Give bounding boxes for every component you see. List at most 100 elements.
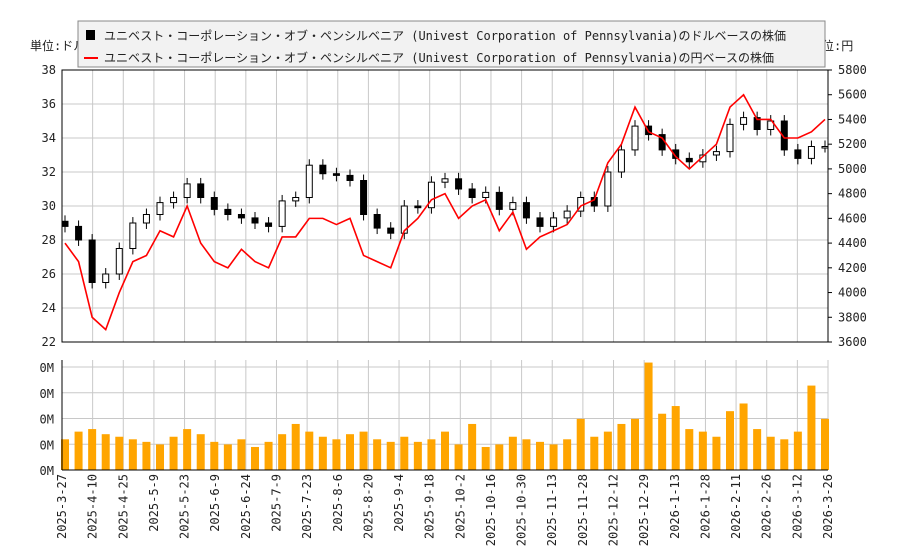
volume-bar: [318, 436, 327, 470]
left-tick-label: 24: [42, 301, 56, 315]
candle-body: [61, 220, 69, 227]
left-tick-label: 26: [42, 267, 56, 281]
volume-bar: [590, 436, 599, 470]
date-tick-label: 2025-9-18: [423, 474, 437, 539]
volume-bar: [536, 441, 544, 470]
candle-body: [142, 214, 150, 224]
volume-bar: [142, 441, 151, 470]
date-tick-label: 2025-10-16: [484, 474, 498, 546]
volume-bar: [508, 436, 517, 470]
volume-bar: [671, 406, 680, 470]
candle-body: [753, 117, 761, 130]
left-axis-labels: 38 36 34 32 30 28 26 24 22: [42, 63, 56, 349]
date-tick-label: 2026-2-11: [729, 474, 743, 539]
volume-bar: [644, 362, 653, 470]
left-tick-label: 36: [42, 97, 56, 111]
volume-bar: [753, 429, 762, 470]
candle-body: [224, 208, 232, 215]
candle-body: [726, 123, 734, 153]
date-tick-label: 2026-3-26: [821, 474, 835, 539]
candle-body: [332, 173, 340, 176]
right-tick-label: 3800: [838, 310, 867, 324]
candle-body: [604, 171, 612, 207]
right-tick-label: 4600: [838, 211, 867, 225]
volume-bar: [332, 439, 341, 470]
volume-bar: [223, 444, 232, 470]
volume-bar: [386, 441, 395, 470]
right-tick-label: 5200: [838, 137, 867, 151]
candle-body: [767, 120, 775, 130]
date-tick-label: 2026-2-26: [760, 474, 774, 539]
date-tick-label: 2025-3-27: [55, 474, 69, 539]
left-tick-label: 28: [42, 233, 56, 247]
right-tick-label: 4400: [838, 236, 867, 250]
candle-body: [197, 183, 205, 198]
candle-body: [265, 222, 273, 227]
right-tick-label: 5400: [838, 112, 867, 126]
volume-bar: [793, 431, 802, 470]
volume-bar: [821, 418, 829, 470]
volume-tick-label: 0M: [40, 387, 54, 401]
candle-body: [441, 178, 449, 183]
price-grid: [61, 69, 829, 343]
date-tick-label: 2025-7-23: [300, 474, 314, 539]
volume-bar: [413, 441, 422, 470]
volume-bar: [264, 441, 273, 470]
candle-body: [780, 120, 788, 151]
volume-bar: [101, 434, 110, 470]
volume-bar: [631, 418, 639, 470]
date-tick-label: 2026-1-13: [668, 474, 682, 539]
volume-bar: [685, 429, 694, 470]
volume-tick-label: 0M: [40, 361, 54, 375]
volume-bar: [780, 439, 789, 470]
volume-bar: [563, 439, 572, 470]
legend-jpy-label: ユニベスト・コーポレーション・オブ・ペンシルベニア (Univest Corpo…: [104, 50, 774, 65]
candle-body: [427, 181, 435, 209]
volume-bar: [522, 439, 531, 470]
candle-body: [319, 164, 327, 175]
right-tick-label: 3600: [838, 335, 867, 349]
candle-body: [292, 197, 300, 202]
candle-body: [251, 217, 259, 224]
candle-body: [821, 146, 829, 149]
candle-body: [387, 227, 395, 234]
candle-body: [482, 191, 490, 198]
candle-body: [183, 183, 191, 198]
date-tick-label: 2026-1-28: [698, 474, 712, 539]
candle-body: [414, 205, 422, 209]
date-axis-labels: 2025-3-27 2025-4-10 2025-4-25 2025-5-9 2025-…: [55, 474, 835, 546]
candle-body: [536, 217, 544, 227]
candle-body: [468, 188, 476, 198]
candle-body: [237, 214, 245, 219]
candle-body: [346, 174, 354, 181]
candle-body: [509, 202, 517, 210]
candle-body: [210, 197, 218, 210]
date-tick-label: 2025-10-30: [515, 474, 529, 546]
volume-bar: [549, 444, 558, 470]
volume-bar: [61, 439, 69, 470]
volume-bar: [346, 434, 354, 470]
volume-bar: [183, 429, 192, 470]
date-tick-label: 2025-4-10: [86, 474, 100, 539]
volume-axis-labels: 0M 0M 0M 0M 0M: [40, 361, 54, 478]
left-tick-label: 32: [42, 165, 56, 179]
volume-bar: [658, 413, 667, 470]
right-tick-label: 4200: [838, 261, 867, 275]
volume-bar: [88, 429, 97, 470]
date-tick-label: 2026-3-12: [790, 474, 804, 539]
right-axis-labels: 5800 5600 5400 5200 5000 4800 4600 4400 4200 4000…: [828, 63, 867, 349]
candle-body: [400, 205, 408, 234]
volume-bar: [291, 423, 300, 470]
volume-bar: [617, 423, 626, 470]
candle-body: [88, 239, 96, 283]
candle-body: [740, 117, 748, 125]
date-tick-label: 2025-5-9: [147, 474, 161, 532]
date-tick-label: 2025-4-25: [116, 474, 130, 539]
volume-tick-label: 0M: [40, 413, 54, 427]
candle-body: [75, 225, 83, 241]
volume-bar: [427, 439, 436, 470]
left-tick-label: 22: [42, 335, 56, 349]
volume-bar: [766, 436, 775, 470]
